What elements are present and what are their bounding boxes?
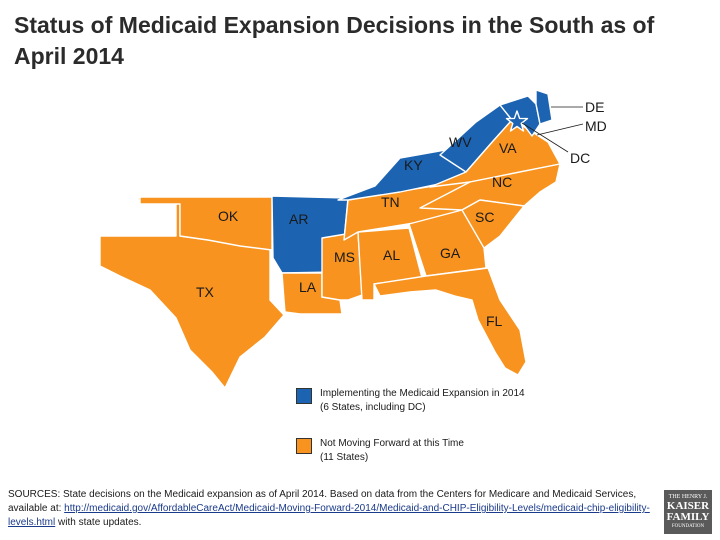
label-al: AL [383, 247, 400, 263]
label-wv: WV [449, 134, 472, 150]
legend-implementing-sub: (6 States, including DC) [320, 402, 426, 413]
label-ar: AR [289, 211, 308, 227]
label-ky: KY [404, 157, 423, 173]
legend-swatch-implementing [296, 388, 312, 404]
label-de: DE [585, 99, 604, 115]
kff-logo: THE HENRY J. KAISER FAMILY FOUNDATION [664, 490, 712, 534]
legend-implementing: Implementing the Medicaid Expansion in 2… [296, 387, 525, 415]
label-dc: DC [570, 150, 590, 166]
page-title: Status of Medicaid Expansion Decisions i… [14, 10, 704, 72]
sources-prefix: SOURCES: State decisions on the Medicaid… [8, 489, 637, 514]
label-tx: TX [196, 284, 215, 300]
dc-star[interactable] [505, 110, 529, 132]
state-ga[interactable] [408, 209, 487, 277]
label-va: VA [499, 140, 517, 156]
md-leader-line [536, 123, 584, 136]
label-ok: OK [218, 208, 239, 224]
state-ms[interactable] [321, 231, 363, 301]
state-de[interactable] [535, 89, 553, 125]
label-la: LA [299, 279, 317, 295]
label-ms: MS [334, 249, 355, 265]
label-nc: NC [492, 174, 512, 190]
sources-suffix: with state updates. [55, 517, 142, 528]
legend-not-moving-sub: (11 States) [320, 452, 369, 463]
state-fl[interactable] [373, 267, 527, 376]
label-tn: TN [381, 194, 400, 210]
sources-link[interactable]: http://medicaid.gov/AffordableCareAct/Me… [8, 503, 650, 528]
label-ga: GA [440, 245, 461, 261]
legend-not-moving: Not Moving Forward at this Time (11 Stat… [296, 437, 464, 465]
legend-implementing-label: Implementing the Medicaid Expansion in 2… [320, 388, 525, 399]
title-line-2: April 2014 [14, 43, 124, 69]
label-sc: SC [475, 209, 494, 225]
label-md: MD [585, 118, 607, 134]
sources-note: SOURCES: State decisions on the Medicaid… [8, 488, 658, 530]
dc-leader-line [521, 122, 569, 153]
legend-not-moving-label: Not Moving Forward at this Time [320, 438, 464, 449]
title-line-1: Status of Medicaid Expansion Decisions i… [14, 12, 655, 38]
legend-swatch-not-moving [296, 438, 312, 454]
label-fl: FL [486, 313, 503, 329]
